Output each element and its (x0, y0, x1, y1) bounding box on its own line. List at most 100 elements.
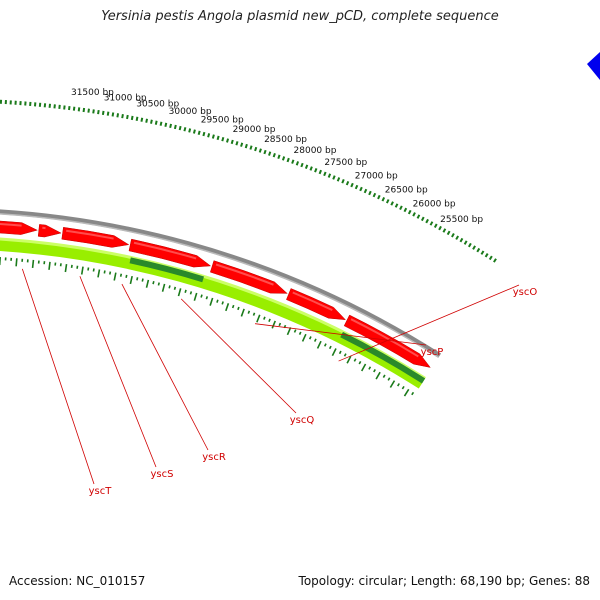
inner-tick (397, 383, 400, 387)
gene-label: yscR (202, 452, 226, 463)
outer-tick (438, 225, 442, 231)
outer-tick (121, 114, 124, 119)
inner-tick (373, 369, 376, 373)
cds-track-sheen (0, 237, 426, 380)
gene-arrow-highlight (133, 241, 197, 260)
inner-tick (145, 279, 150, 288)
inner-tick (343, 353, 347, 357)
inner-tick (353, 358, 357, 362)
inner-tick (301, 333, 307, 342)
outer-tick (192, 129, 196, 134)
outer-tick (150, 119, 153, 124)
outer-tick (230, 139, 234, 145)
gene-arrow-highlight (0, 222, 22, 227)
outer-tick (126, 114, 129, 120)
tick-label: 31000 bp (104, 93, 147, 103)
gene-arrow-highlight (350, 318, 419, 358)
map-title: Yersinia pestis Angola plasmid new_pCD, … (101, 9, 499, 24)
outer-tick (372, 192, 377, 198)
outer-tick (240, 142, 244, 147)
inner-tick (252, 312, 256, 316)
tick-label: 30500 bp (136, 100, 179, 110)
inner-tick (209, 297, 214, 306)
outer-tick (272, 152, 276, 158)
cds-track-dark (129, 257, 205, 283)
inner-tick (387, 377, 391, 381)
tick-label: 26500 bp (385, 185, 428, 195)
outer-tick (300, 162, 304, 168)
inner-tick (173, 286, 177, 290)
gene-label: yscQ (290, 415, 315, 426)
outer-tick (235, 141, 239, 146)
outer-tick (350, 182, 354, 188)
outer-tick (188, 128, 192, 133)
outer-tick (291, 159, 295, 164)
outer-tick (92, 109, 95, 114)
inner-tick (97, 269, 101, 278)
inner-tick (80, 266, 84, 275)
tick-label: 31500 bp (71, 88, 114, 98)
outer-tick (154, 120, 158, 125)
gene-arrow (343, 314, 431, 368)
outer-tick (354, 184, 359, 190)
outer-tick (82, 107, 86, 113)
outer-tick (403, 207, 408, 213)
outer-tick (116, 113, 120, 118)
outer-tick (106, 111, 110, 116)
outer-tick (226, 138, 230, 143)
outer-tick (318, 169, 322, 175)
outer-tick (390, 201, 394, 206)
outer-tick (244, 143, 248, 149)
outer-tick (412, 212, 416, 217)
inner-tick (338, 350, 342, 355)
inner-tick (64, 263, 68, 273)
outer-tick (314, 168, 318, 173)
gene-arrow-highlight (292, 291, 333, 311)
inner-tick (119, 273, 123, 277)
outer-tick (472, 245, 476, 250)
outer-tick (459, 237, 464, 243)
outer-tick (164, 122, 168, 127)
outer-tick (249, 145, 253, 150)
inner-tick (313, 338, 317, 342)
inner-tick (216, 299, 219, 303)
inner-tick (129, 275, 133, 285)
outer-tick (429, 221, 434, 226)
gene-label: yscT (89, 486, 113, 497)
inner-tick (331, 348, 337, 357)
gene-arrow (37, 224, 62, 238)
gene-leader-line (79, 276, 157, 468)
inner-tick (240, 308, 245, 317)
outer-tick (416, 214, 421, 219)
outer-tick (145, 118, 149, 123)
inner-tick (358, 360, 362, 365)
outer-tick (295, 161, 300, 166)
inner-tick (15, 258, 18, 267)
outer-tick (72, 106, 76, 111)
inner-tick (136, 277, 139, 281)
gene-leader-line (121, 283, 209, 451)
inner-tick (411, 391, 415, 396)
inner-tick (247, 310, 251, 314)
inner-tick (189, 291, 193, 295)
outer-tick (101, 110, 105, 116)
inner-tick (168, 285, 171, 289)
outer-tick (368, 190, 372, 196)
backbone-ring (0, 209, 442, 358)
inner-tick (125, 274, 128, 279)
tick-label: 28500 bp (264, 135, 307, 145)
inner-tick (113, 272, 117, 281)
inner-tick (177, 288, 182, 297)
inner-tick (161, 283, 166, 292)
outer-tick (455, 235, 460, 240)
outer-tick (221, 136, 225, 142)
inner-tick (268, 318, 271, 322)
outer-tick (493, 258, 497, 263)
gene-arrow-highlight (66, 229, 114, 240)
outer-tick (323, 171, 327, 177)
tick-label: 29000 bp (233, 125, 276, 135)
inner-tick (368, 366, 372, 370)
gene-label: yscO (513, 287, 538, 298)
gene-label: yscS (151, 469, 174, 480)
backbone-ring-highlight (0, 213, 440, 358)
